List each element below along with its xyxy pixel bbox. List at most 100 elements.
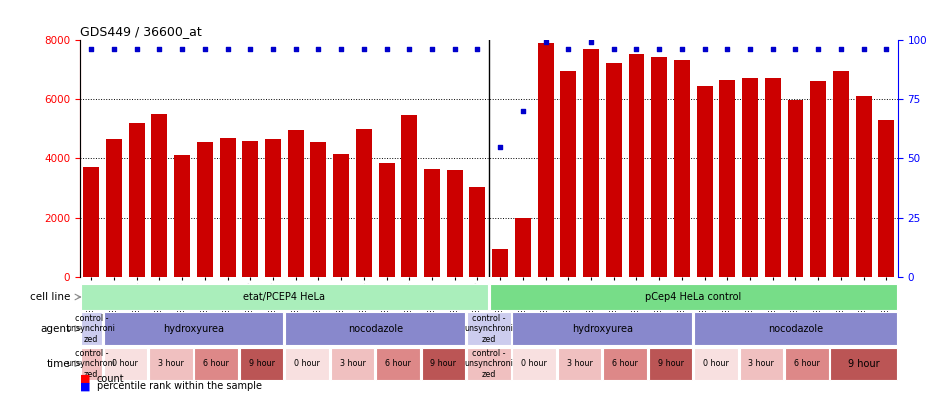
Point: [561, 46, 576, 52]
Point: [470, 46, 485, 52]
Point: [356, 46, 371, 52]
Text: etat/PCEP4 HeLa: etat/PCEP4 HeLa: [243, 292, 325, 302]
Bar: [740, 348, 783, 380]
Point: [175, 46, 190, 52]
Text: 3 hour: 3 hour: [748, 359, 775, 368]
Bar: [512, 312, 692, 345]
Point: [289, 46, 304, 52]
Bar: [376, 348, 420, 380]
Text: cell line: cell line: [30, 292, 70, 302]
Point: [197, 46, 212, 52]
Text: 3 hour: 3 hour: [158, 359, 183, 368]
Text: 0 hour: 0 hour: [113, 359, 138, 368]
Point: [834, 46, 849, 52]
Point: [311, 46, 326, 52]
Text: hydroxyurea: hydroxyurea: [163, 324, 224, 334]
Point: [765, 46, 780, 52]
Bar: [286, 312, 465, 345]
Text: 6 hour: 6 hour: [794, 359, 820, 368]
Bar: [84, 167, 100, 277]
Bar: [583, 48, 599, 277]
Bar: [490, 284, 897, 310]
Text: nocodazole: nocodazole: [768, 324, 823, 334]
Text: 6 hour: 6 hour: [612, 359, 638, 368]
Text: pCep4 HeLa control: pCep4 HeLa control: [645, 292, 742, 302]
Bar: [106, 139, 122, 277]
Text: ■: ■: [80, 374, 90, 384]
Bar: [220, 137, 236, 277]
Bar: [103, 312, 284, 345]
Bar: [379, 163, 395, 277]
Bar: [467, 348, 510, 380]
Text: GDS449 / 36600_at: GDS449 / 36600_at: [80, 25, 202, 38]
Bar: [243, 141, 258, 277]
Point: [334, 46, 349, 52]
Bar: [742, 78, 758, 277]
Point: [425, 46, 440, 52]
Point: [697, 46, 713, 52]
Point: [401, 46, 416, 52]
Point: [447, 46, 462, 52]
Bar: [422, 348, 465, 380]
Point: [129, 46, 144, 52]
Point: [152, 46, 167, 52]
Bar: [195, 348, 238, 380]
Bar: [81, 284, 488, 310]
Bar: [265, 139, 281, 277]
Text: 6 hour: 6 hour: [203, 359, 229, 368]
Bar: [288, 130, 304, 277]
Bar: [788, 101, 804, 277]
Point: [788, 46, 803, 52]
Bar: [356, 129, 372, 277]
Bar: [149, 348, 193, 380]
Bar: [81, 348, 102, 380]
Point: [720, 46, 735, 52]
Bar: [103, 348, 148, 380]
Point: [856, 46, 871, 52]
Bar: [605, 63, 621, 277]
Bar: [560, 71, 576, 277]
Text: control -
unsynchroni
zed: control - unsynchroni zed: [464, 349, 513, 379]
Text: 9 hour: 9 hour: [249, 359, 274, 368]
Point: [584, 39, 599, 45]
Bar: [651, 57, 667, 277]
Point: [84, 46, 99, 52]
Bar: [538, 42, 554, 277]
Text: control -
unsynchroni
zed: control - unsynchroni zed: [67, 314, 116, 344]
Bar: [765, 78, 781, 277]
Bar: [785, 348, 829, 380]
Point: [379, 46, 394, 52]
Text: 0 hour: 0 hour: [522, 359, 547, 368]
Bar: [424, 169, 440, 277]
Bar: [469, 187, 485, 277]
Bar: [515, 218, 531, 277]
Text: ■: ■: [80, 381, 90, 391]
Bar: [467, 312, 510, 345]
Bar: [694, 312, 897, 345]
Bar: [878, 120, 894, 277]
Bar: [196, 142, 212, 277]
Bar: [558, 348, 602, 380]
Bar: [286, 348, 329, 380]
Text: 6 hour: 6 hour: [385, 359, 411, 368]
Point: [515, 108, 530, 114]
Bar: [674, 60, 690, 277]
Text: 3 hour: 3 hour: [567, 359, 592, 368]
Text: 9 hour: 9 hour: [658, 359, 683, 368]
Text: 0 hour: 0 hour: [703, 359, 728, 368]
Bar: [831, 348, 897, 380]
Text: 3 hour: 3 hour: [339, 359, 366, 368]
Point: [220, 46, 235, 52]
Bar: [493, 249, 509, 277]
Bar: [310, 142, 326, 277]
Point: [106, 46, 121, 52]
Point: [743, 46, 758, 52]
Bar: [151, 114, 167, 277]
Bar: [697, 86, 713, 277]
Bar: [629, 54, 645, 277]
Point: [810, 46, 825, 52]
Bar: [81, 312, 102, 345]
Text: hydroxyurea: hydroxyurea: [572, 324, 633, 334]
Point: [606, 46, 621, 52]
Bar: [446, 170, 462, 277]
